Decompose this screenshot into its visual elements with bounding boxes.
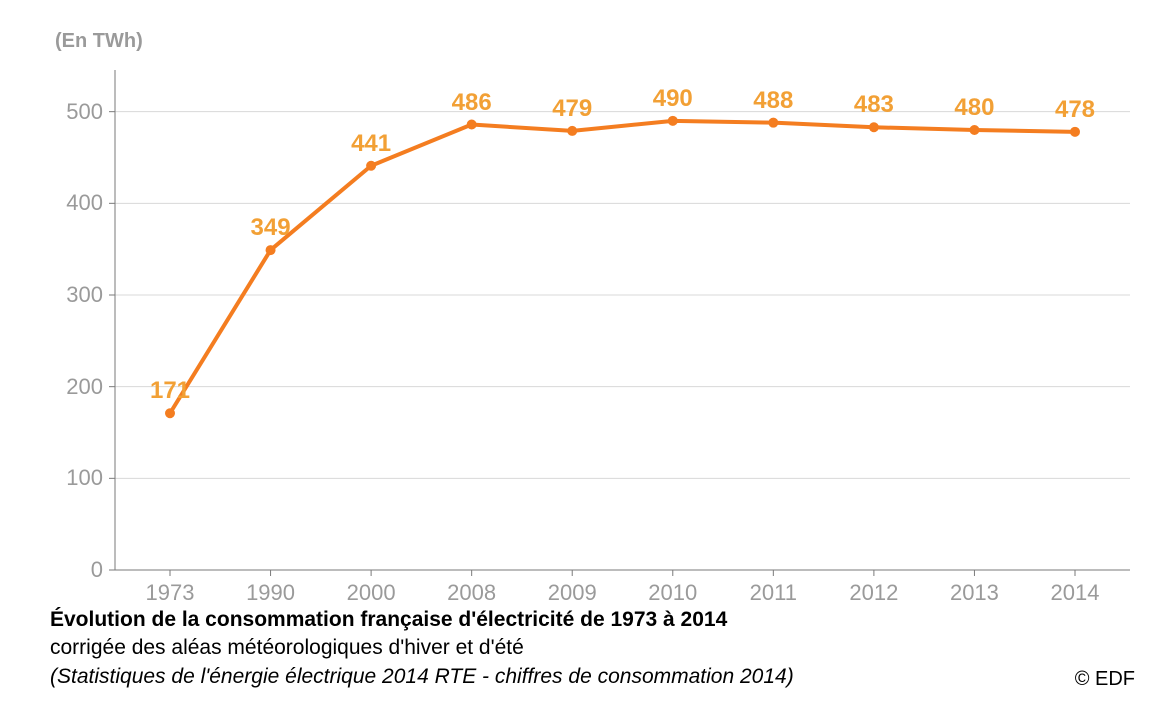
data-point-label: 479 xyxy=(532,95,612,123)
y-tick-label: 0 xyxy=(91,557,103,583)
data-point-label: 478 xyxy=(1035,96,1115,124)
x-tick-label: 2000 xyxy=(331,580,411,606)
chart-container: (En TWh) 0 100 200 300 400 500 1973 1990 2000 20… xyxy=(0,0,1167,709)
x-tick-label: 1973 xyxy=(130,580,210,606)
chart-subtitle: corrigée des aléas météorologiques d'hiv… xyxy=(50,634,1037,662)
chart-source: (Statistiques de l'énergie électrique 20… xyxy=(50,663,1037,691)
data-point-label: 488 xyxy=(733,87,813,115)
y-axis-title: (En TWh) xyxy=(55,30,143,53)
data-point-label: 480 xyxy=(934,94,1014,122)
x-tick-label: 2008 xyxy=(432,580,512,606)
x-tick-label: 2009 xyxy=(532,580,612,606)
data-point-label: 441 xyxy=(331,130,411,158)
y-tick-label: 400 xyxy=(66,190,103,216)
x-tick-label: 2011 xyxy=(733,580,813,606)
x-tick-label: 2014 xyxy=(1035,580,1115,606)
y-tick-label: 100 xyxy=(66,465,103,491)
data-point-label: 349 xyxy=(231,214,311,242)
data-point-label: 490 xyxy=(633,85,713,113)
data-point-label: 486 xyxy=(432,89,512,117)
x-tick-label: 2010 xyxy=(633,580,713,606)
caption-block: Évolution de la consommation française d… xyxy=(50,606,1037,691)
x-tick-label: 2013 xyxy=(934,580,1014,606)
copyright-text: © EDF xyxy=(1075,668,1135,691)
y-tick-label: 300 xyxy=(66,282,103,308)
data-point-label: 483 xyxy=(834,91,914,119)
y-tick-label: 200 xyxy=(66,374,103,400)
x-tick-label: 1990 xyxy=(231,580,311,606)
data-point-label: 171 xyxy=(130,377,210,405)
chart-title: Évolution de la consommation française d… xyxy=(50,606,1037,634)
x-tick-label: 2012 xyxy=(834,580,914,606)
y-tick-label: 500 xyxy=(66,99,103,125)
